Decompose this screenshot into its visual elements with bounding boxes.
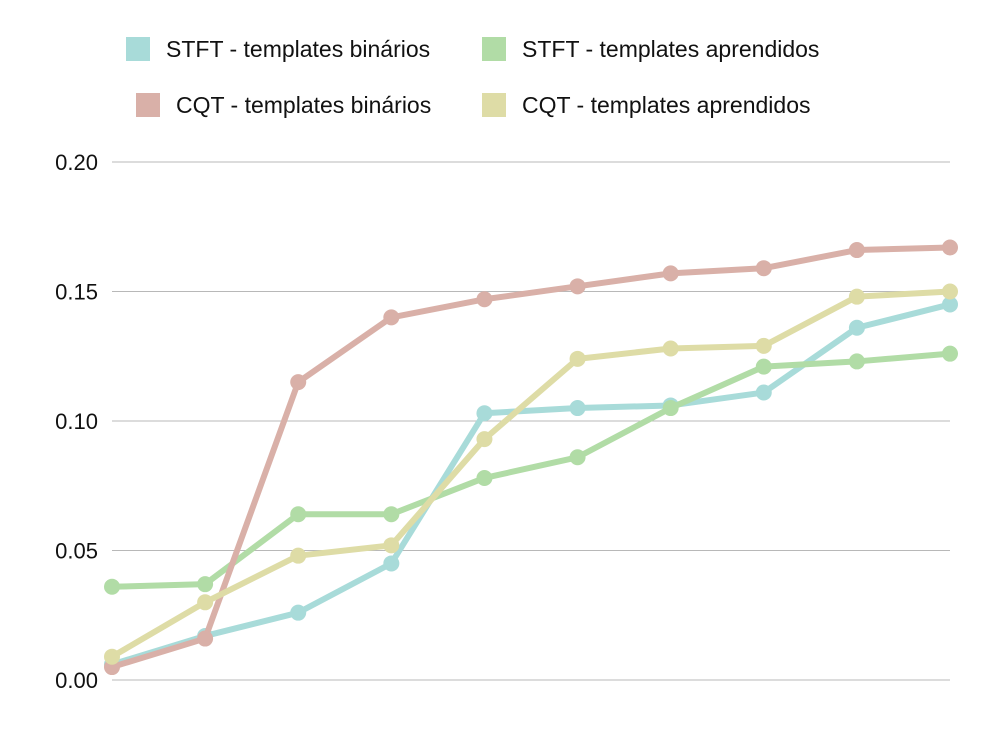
data-point	[662, 340, 679, 357]
data-point	[290, 547, 307, 564]
legend-swatch-cqt-binarios	[136, 93, 160, 117]
y-tick-label: 0.15	[55, 280, 98, 305]
data-point	[662, 400, 679, 417]
data-point	[197, 630, 214, 647]
data-point	[848, 242, 865, 259]
series-2	[104, 239, 958, 676]
data-point	[290, 604, 307, 621]
series-line	[109, 301, 953, 668]
data-point	[290, 506, 307, 523]
series-layer	[104, 239, 958, 676]
data-point	[290, 374, 307, 391]
data-point	[476, 431, 493, 448]
data-point	[383, 555, 400, 572]
legend-swatch-cqt-aprendidos	[482, 93, 506, 117]
series-3	[104, 283, 958, 665]
y-axis: 0.00 0.05 0.10 0.15 0.20	[55, 150, 98, 693]
data-point	[197, 576, 214, 593]
legend-swatch-stft-aprendidos	[482, 37, 506, 61]
data-point	[755, 358, 772, 375]
data-point	[848, 353, 865, 370]
legend-label-cqt-binarios: CQT - templates binários	[176, 91, 432, 118]
data-point	[569, 449, 586, 466]
series-0	[104, 296, 958, 673]
data-point	[755, 384, 772, 401]
data-point	[942, 239, 958, 256]
data-point	[569, 350, 586, 367]
data-point	[383, 309, 400, 326]
legend-item-stft-binarios: STFT - templates binários	[126, 34, 430, 64]
data-point	[569, 278, 586, 295]
data-point	[197, 594, 214, 611]
series-1	[104, 345, 958, 595]
data-point	[569, 400, 586, 417]
y-tick-label: 0.00	[55, 668, 98, 693]
legend-swatch-stft-binarios	[126, 37, 150, 61]
legend-item-cqt-aprendidos: CQT - templates aprendidos	[482, 90, 811, 120]
data-point	[383, 506, 400, 523]
data-point	[848, 288, 865, 305]
data-point	[942, 345, 958, 362]
data-point	[104, 648, 120, 665]
data-point	[476, 405, 493, 422]
legend-item-stft-aprendidos: STFT - templates aprendidos	[482, 34, 819, 64]
y-tick-label: 0.05	[55, 539, 98, 564]
legend-label-stft-binarios: STFT - templates binários	[166, 35, 431, 62]
data-point	[755, 337, 772, 354]
data-point	[476, 291, 493, 308]
data-point	[104, 578, 120, 595]
legend-label-cqt-aprendidos: CQT - templates aprendidos	[522, 91, 811, 118]
data-point	[942, 283, 958, 300]
data-point	[942, 296, 958, 313]
data-point	[476, 469, 493, 486]
data-point	[383, 537, 400, 554]
data-point	[662, 265, 679, 282]
gridlines	[112, 161, 950, 681]
series-line	[109, 244, 953, 671]
data-point	[848, 319, 865, 336]
y-tick-label: 0.20	[55, 150, 98, 175]
legend-item-cqt-binarios: CQT - templates binários	[136, 90, 431, 120]
series-line	[109, 350, 953, 590]
legend-label-stft-aprendidos: STFT - templates aprendidos	[522, 35, 820, 62]
y-tick-label: 0.10	[55, 409, 98, 434]
data-point	[755, 260, 772, 277]
series-line	[109, 288, 953, 660]
